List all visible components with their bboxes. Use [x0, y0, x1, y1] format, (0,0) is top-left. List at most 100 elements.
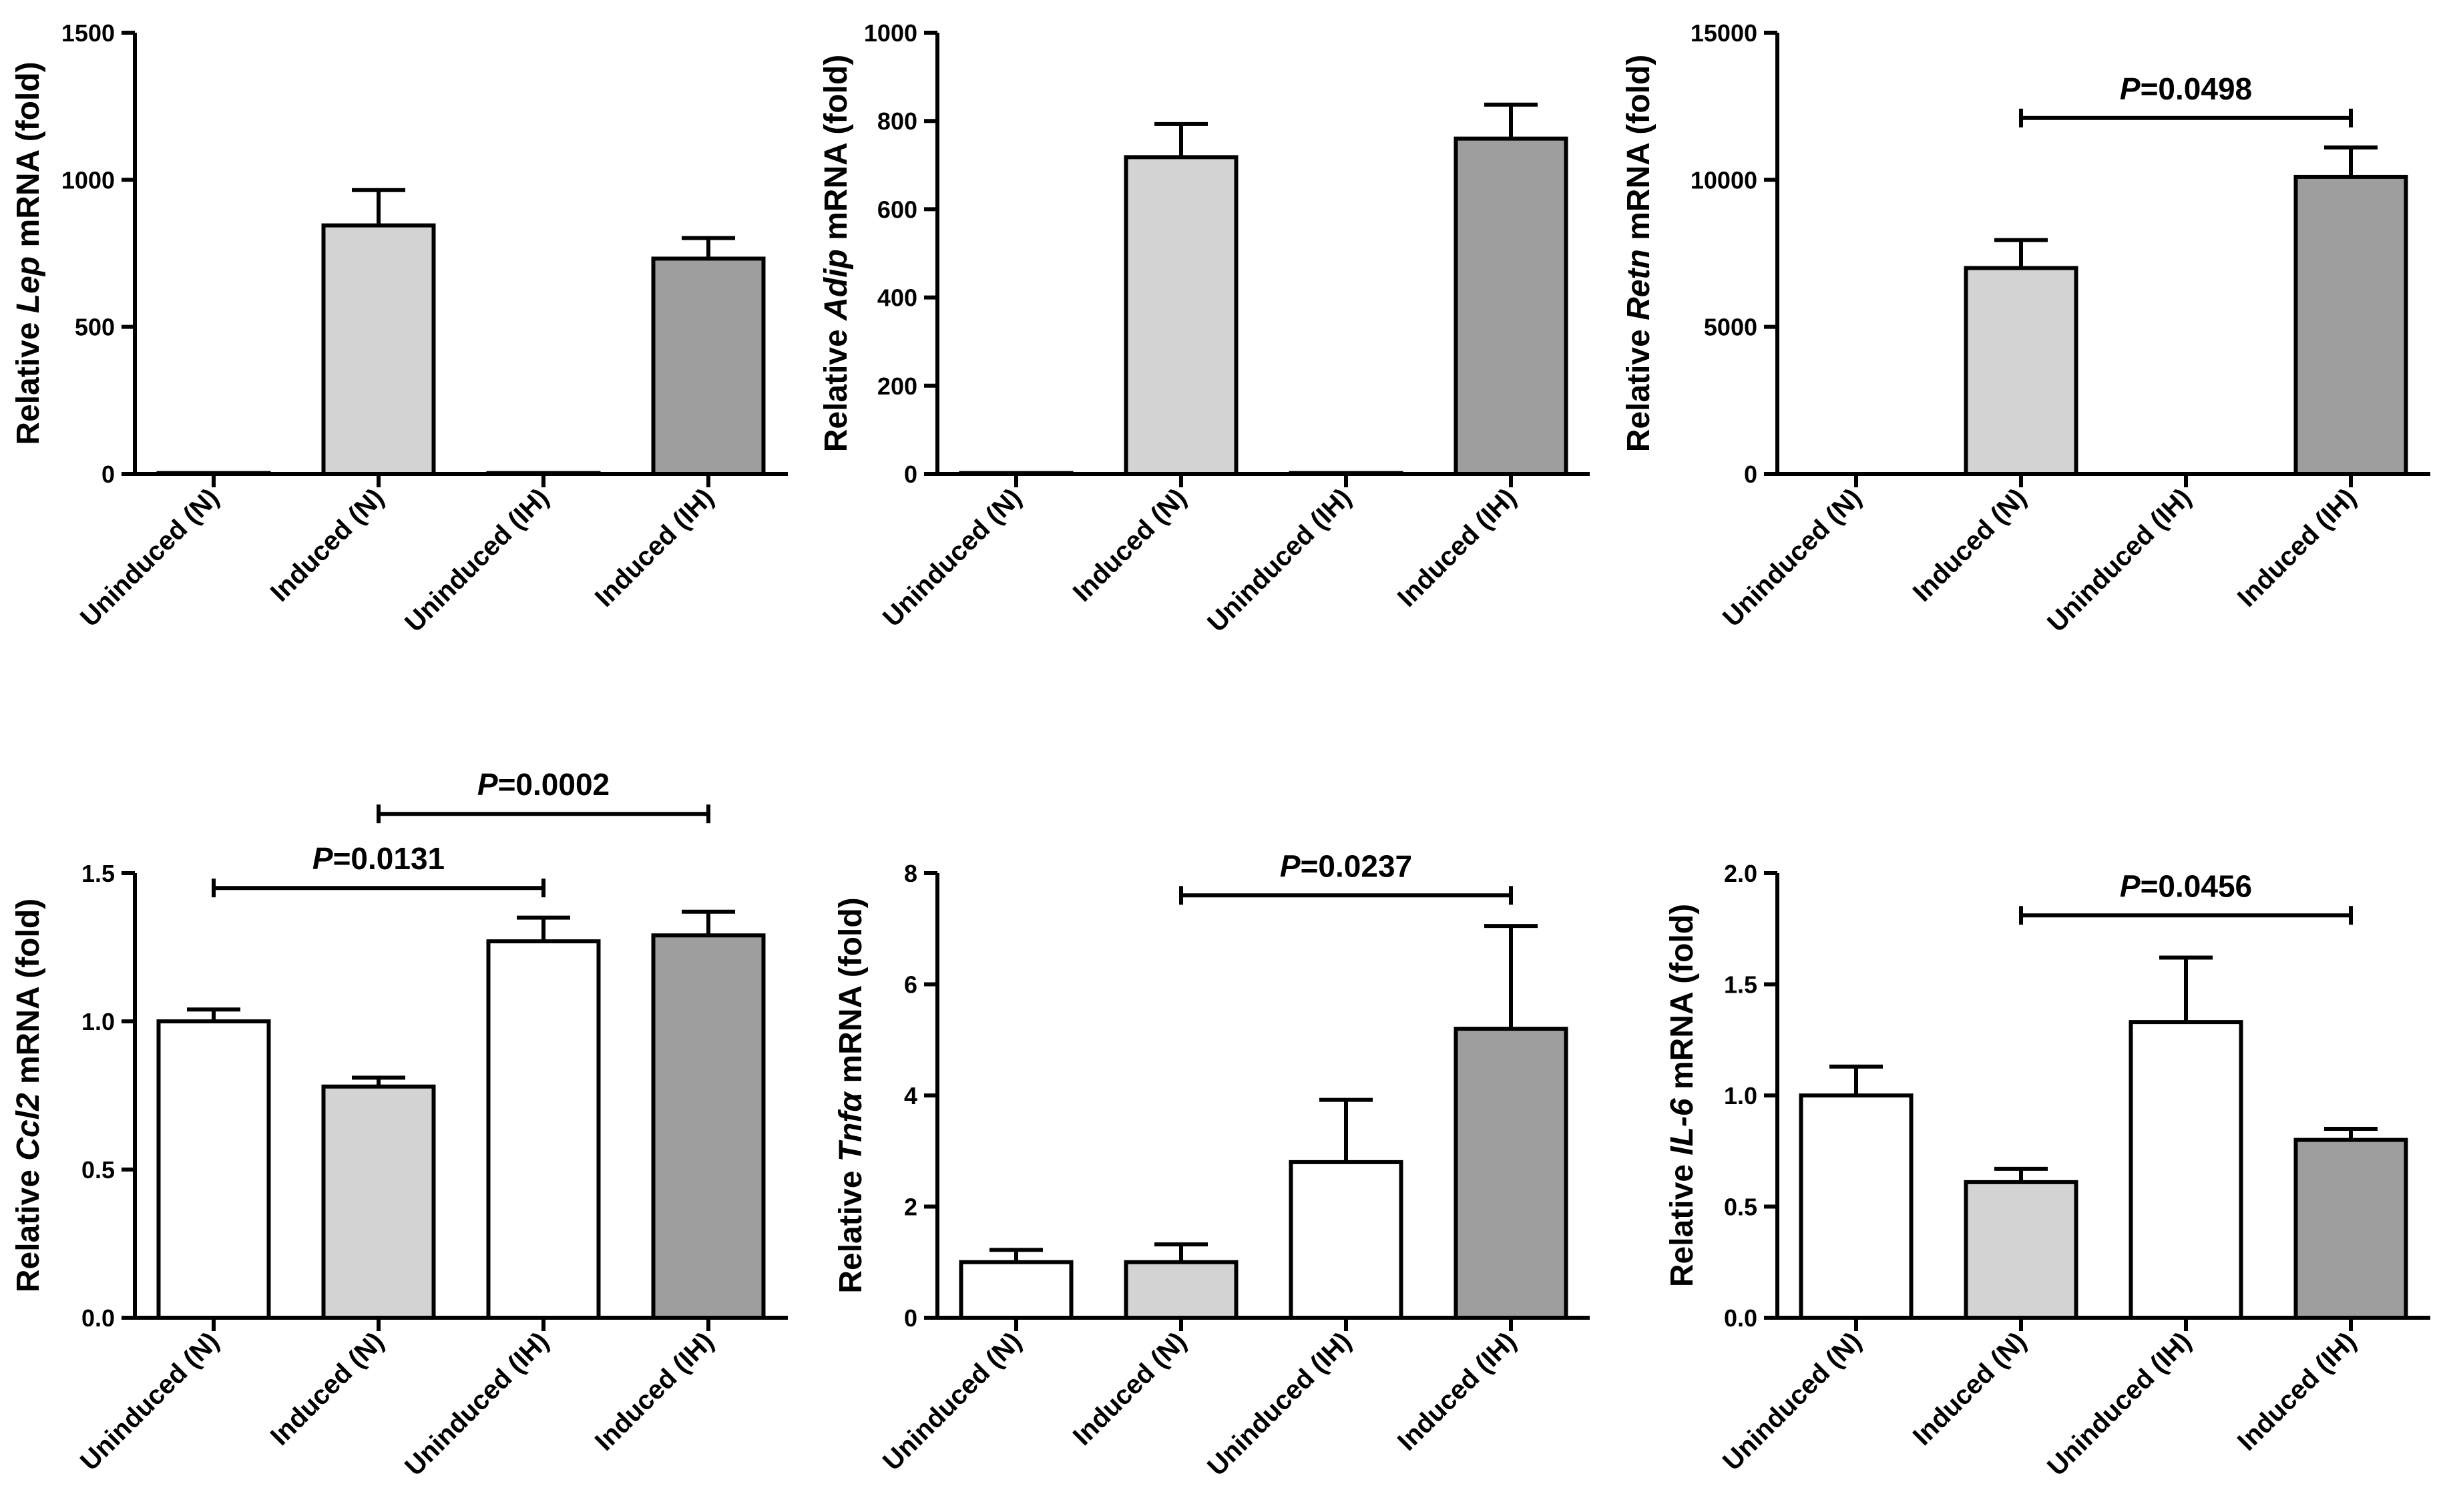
y-tick-label: 0.0 [1724, 1304, 1757, 1332]
p-value-symbol: P [2120, 71, 2141, 106]
x-tick-label: Uninduced (IH) [399, 483, 554, 638]
y-tick-label: 0 [101, 461, 115, 488]
y-tick-label: 2 [904, 1194, 917, 1221]
y-axis-label: Relative Retn mRNA (fold) [1621, 55, 1656, 453]
x-tick-label: Uninduced (IH) [2042, 483, 2197, 638]
x-tick-label: Uninduced (N) [75, 483, 224, 632]
y-tick-label: 500 [75, 314, 115, 341]
y-tick-label: 0.5 [81, 1156, 115, 1184]
bar [2293, 174, 2408, 476]
y-axis-label-suffix: mRNA (fold) [11, 899, 46, 1093]
x-tick-label: Uninduced (IH) [399, 1326, 554, 1481]
x-tick-label: Induced (N) [1908, 483, 2032, 607]
bar [651, 933, 766, 1320]
x-tick-label: Induced (N) [1068, 483, 1192, 607]
bar [156, 1019, 271, 1320]
x-tick-label: Uninduced (IH) [1202, 1326, 1357, 1481]
p-value-number: =0.0237 [1301, 848, 1413, 883]
y-axis-label: Relative IL-6 mRNA (fold) [1664, 904, 1700, 1287]
y-axis-label-gene: Retn [1621, 249, 1656, 320]
panel-ccl2: 0.0 0.5 1.0 1.5 Uninduced (N) Induced (N) Unin… [11, 767, 788, 1481]
y-axis-label-suffix: mRNA (fold) [11, 61, 46, 256]
bar [321, 1084, 436, 1320]
bar [2129, 1020, 2243, 1320]
y-axis-label-prefix: Relative [1621, 320, 1656, 452]
y-axis-label-suffix: mRNA (fold) [1621, 55, 1656, 250]
y-axis-label-gene: IL-6 [1664, 1098, 1700, 1156]
y-tick-label: 1.5 [1724, 971, 1757, 999]
y-axis-label-gene: Ccl2 [11, 1093, 46, 1161]
p-value-symbol: P [477, 767, 498, 802]
bar [959, 1260, 1074, 1320]
y-axis-label-suffix: mRNA (fold) [833, 897, 869, 1092]
x-tick-label: Induced (N) [265, 1326, 390, 1451]
x-tick-label: Uninduced (N) [1717, 1326, 1867, 1476]
y-axis-label: Relative Adip mRNA (fold) [819, 55, 854, 453]
y-axis-label-prefix: Relative [819, 320, 854, 452]
p-value-number: =0.0002 [498, 767, 610, 802]
y-tick-label: 0 [1744, 461, 1757, 488]
y-axis-label-suffix: mRNA (fold) [1664, 904, 1700, 1099]
y-axis-label-gene: Adip [819, 249, 854, 321]
p-value-label: P=0.0456 [2120, 868, 2252, 903]
y-tick-label: 200 [877, 372, 917, 400]
bar [2293, 1138, 2408, 1320]
y-tick-label: 0.5 [1724, 1194, 1757, 1221]
x-tick-label: Induced (IH) [590, 1326, 720, 1457]
bar [1454, 1027, 1568, 1320]
x-tick-label: Induced (IH) [590, 483, 720, 613]
bar [1289, 1160, 1403, 1320]
p-value-symbol: P [312, 841, 333, 876]
p-value-number: =0.0456 [2141, 868, 2253, 903]
y-tick-label: 0 [904, 461, 917, 488]
panel-retn: 0 5000 10000 15000 Uninduced (N) Induced (N) U… [1621, 19, 2430, 638]
bar [321, 223, 436, 476]
x-tick-label: Induced (IH) [1392, 1326, 1522, 1457]
y-tick-label: 1.5 [81, 860, 115, 887]
y-tick-label: 0.0 [81, 1304, 115, 1332]
bar [651, 256, 766, 476]
x-tick-label: Induced (N) [1068, 1326, 1192, 1451]
bar [1124, 1260, 1239, 1320]
y-axis-label: Relative Tnfα mRNA (fold) [833, 897, 869, 1293]
panel-il6: 0.0 0.5 1.0 1.5 2.0 Uninduced (N) Induced (N) U… [1664, 860, 2430, 1481]
panel-tnf: 0 2 4 6 8 Uninduced (N) Induced (N) Uninduced (… [833, 848, 1590, 1481]
y-axis-label-prefix: Relative [1664, 1156, 1700, 1287]
y-tick-label: 1.0 [81, 1008, 115, 1035]
y-tick-label: 15000 [1691, 19, 1757, 47]
y-axis-label: Relative Ccl2 mRNA (fold) [11, 899, 46, 1292]
y-tick-label: 600 [877, 196, 917, 223]
y-tick-label: 0 [904, 1304, 917, 1332]
x-tick-label: Uninduced (N) [75, 1326, 224, 1476]
y-tick-label: 800 [877, 107, 917, 135]
bar [1799, 1093, 1914, 1320]
x-tick-label: Uninduced (IH) [2042, 1326, 2197, 1481]
p-value-number: =0.0498 [2141, 71, 2253, 106]
y-axis-label-prefix: Relative [833, 1162, 869, 1293]
y-tick-label: 5000 [1704, 314, 1757, 341]
p-value-label: P=0.0498 [2120, 71, 2252, 106]
y-axis-label: Relative Lep mRNA (fold) [11, 61, 46, 445]
y-tick-label: 1000 [864, 19, 917, 47]
bar [486, 939, 601, 1320]
y-axis-label-suffix: mRNA (fold) [819, 55, 854, 250]
x-tick-label: Induced (IH) [2232, 483, 2362, 613]
y-axis-label-gene: Lep [11, 256, 46, 313]
panel-lep: 0 500 1000 1500 Uninduced (N) Induced (N) Unin… [11, 19, 788, 638]
x-tick-label: Induced (IH) [2232, 1326, 2362, 1457]
x-tick-label: Uninduced (IH) [1202, 483, 1357, 638]
x-tick-label: Uninduced (N) [877, 483, 1027, 632]
y-tick-label: 10000 [1691, 166, 1757, 194]
panel-adip: 0 200 400 600 800 1000 Uninduced (N) Induced (N… [819, 19, 1590, 638]
p-value-label: P=0.0002 [477, 767, 610, 802]
p-value-symbol: P [1280, 848, 1301, 883]
y-tick-label: 1.0 [1724, 1082, 1757, 1109]
y-axis-label-gene: Tnfα [833, 1091, 869, 1162]
bar [1454, 136, 1568, 476]
p-value-label: P=0.0131 [312, 841, 445, 876]
x-tick-label: Induced (N) [265, 483, 390, 607]
y-axis-label-prefix: Relative [11, 313, 46, 445]
p-value-number: =0.0131 [333, 841, 445, 876]
y-tick-label: 1500 [61, 19, 115, 47]
